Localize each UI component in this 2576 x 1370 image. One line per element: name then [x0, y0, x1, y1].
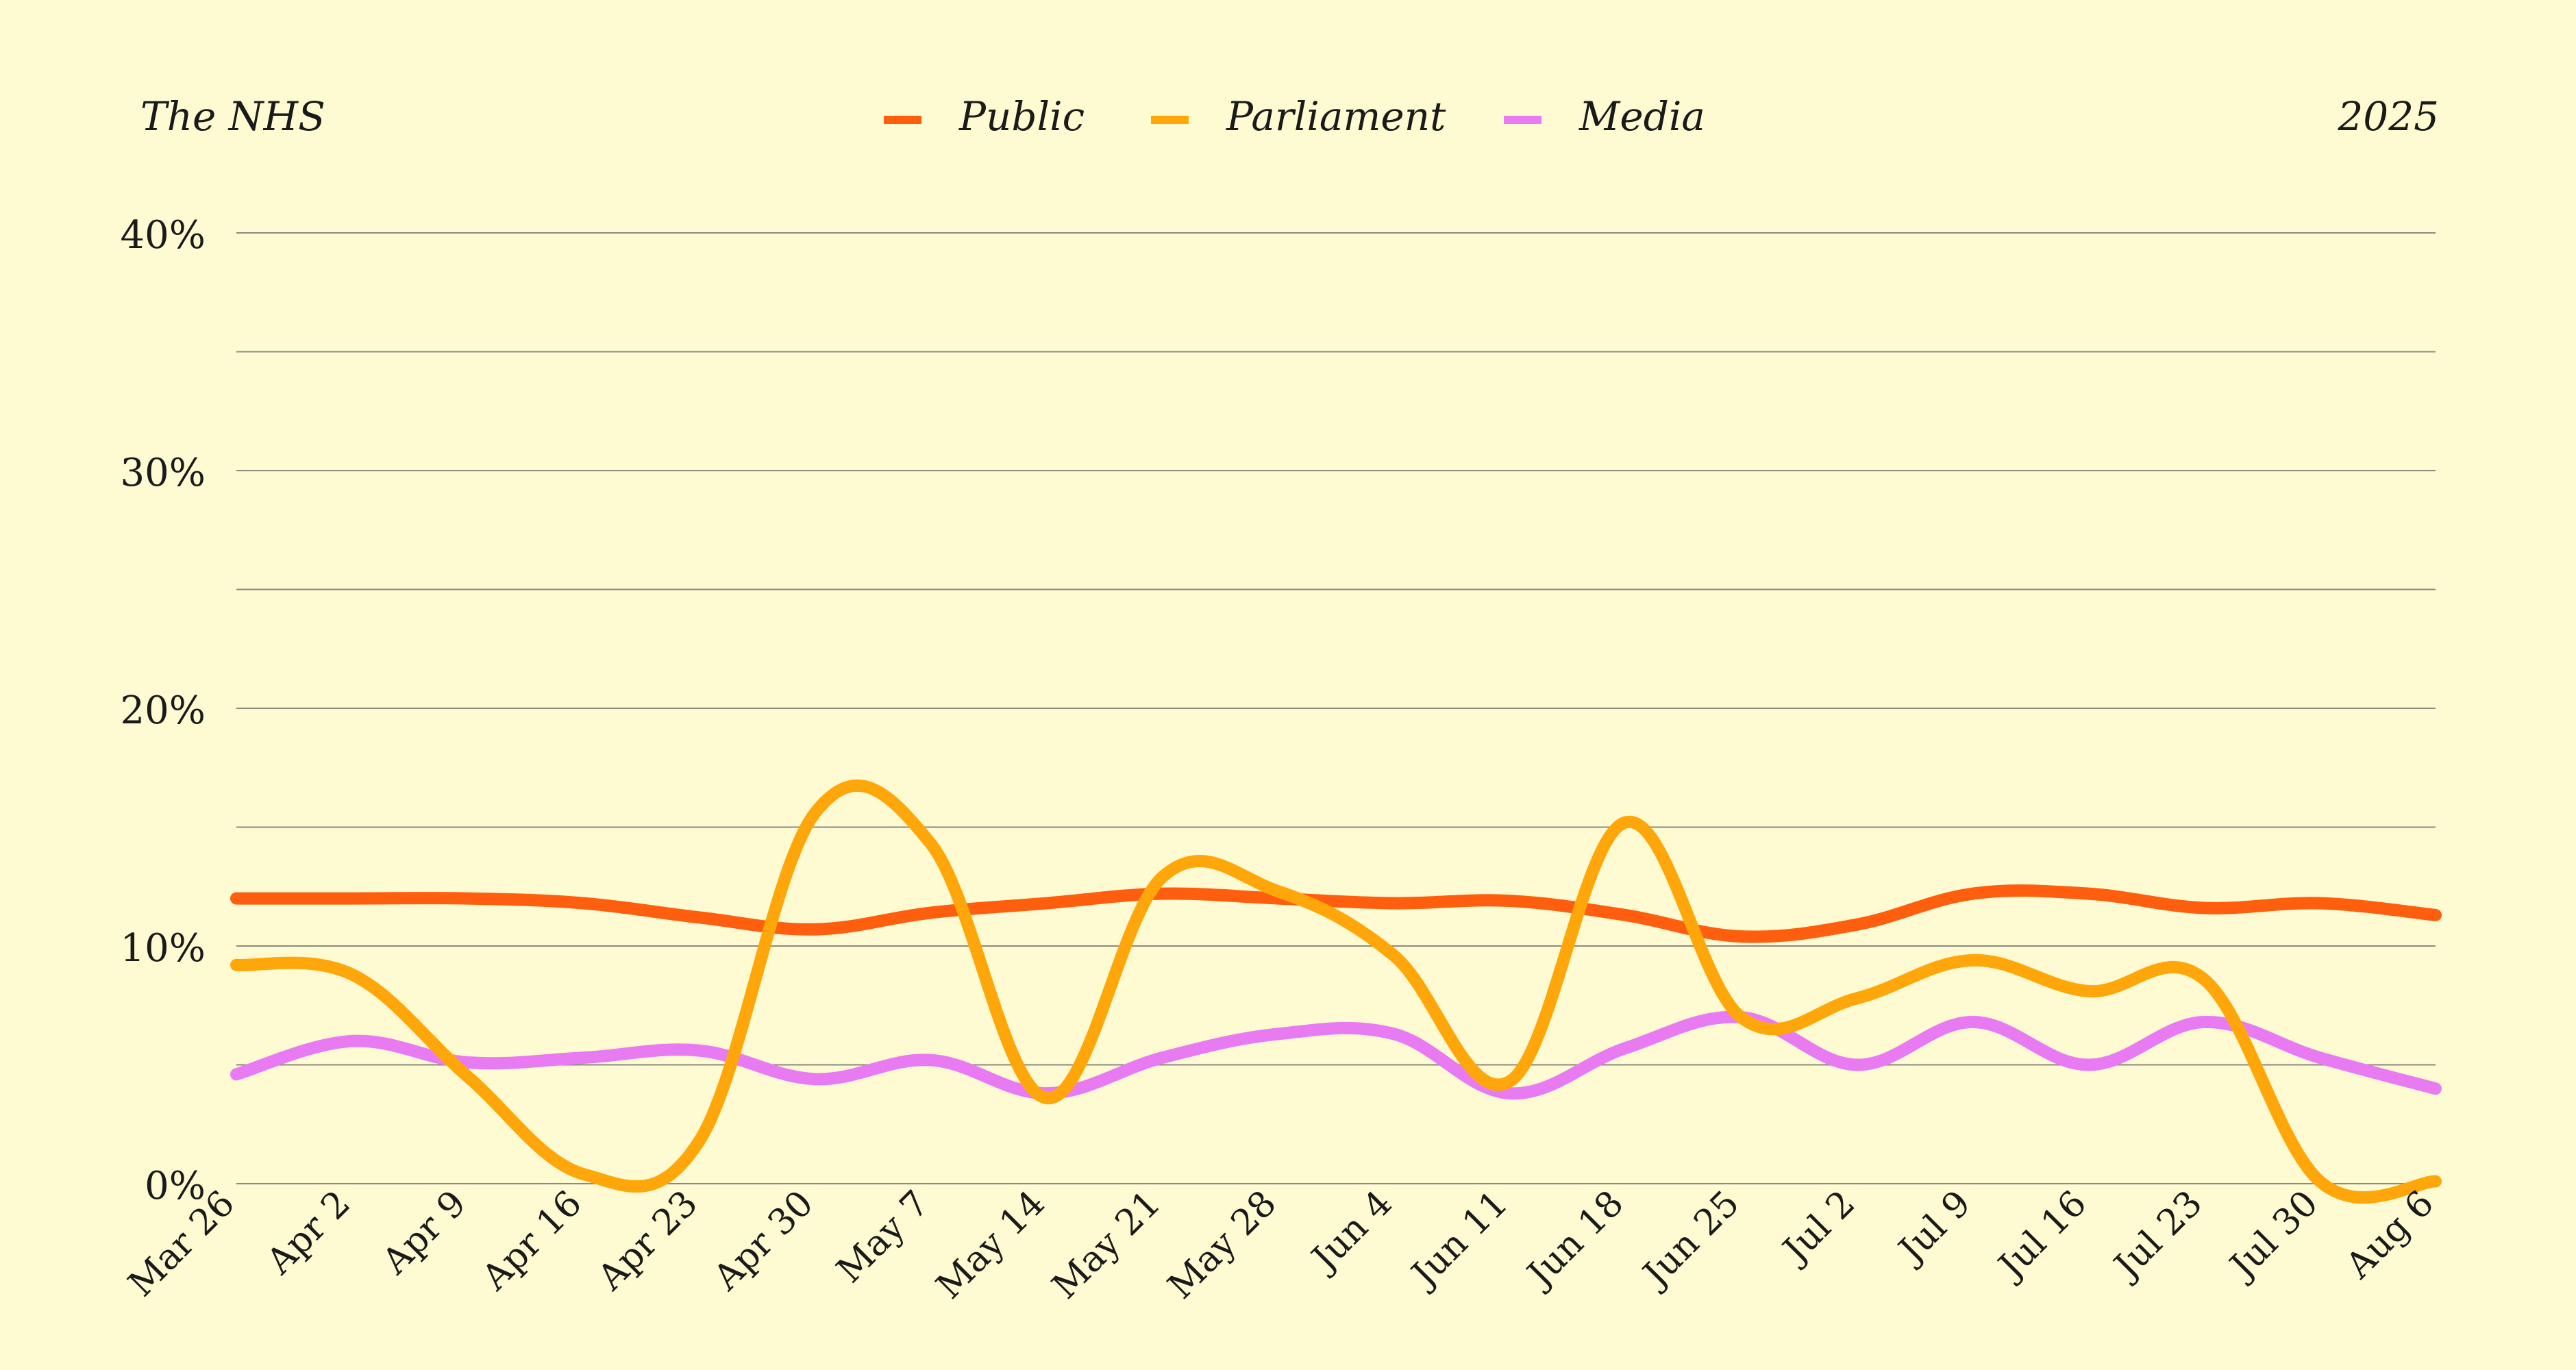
x-tick-label: May 14: [929, 1183, 1053, 1307]
legend-label-public: Public: [958, 93, 1085, 140]
x-tick-label: Apr 23: [590, 1183, 706, 1299]
x-tick-label: May 28: [1160, 1183, 1284, 1307]
y-tick-label: 10%: [121, 926, 206, 971]
x-tick-label: Jul 16: [1989, 1183, 2095, 1289]
x-tick-label: Jul 23: [2105, 1183, 2211, 1289]
legend: Public Parliament Media: [884, 93, 1705, 140]
x-tick-label: Jun 4: [1302, 1183, 1400, 1281]
y-tick-label: 30%: [121, 451, 206, 495]
legend-label-parliament: Parliament: [1226, 93, 1446, 140]
legend-label-media: Media: [1578, 93, 1705, 140]
x-tick-label: Jul 30: [2220, 1183, 2327, 1289]
x-tick-label: Apr 30: [706, 1183, 821, 1299]
x-tick-label: Apr 2: [258, 1183, 358, 1283]
y-tick-label: 20%: [121, 688, 206, 733]
y-tick-label: 40%: [121, 213, 206, 258]
chart-year: 2025: [2337, 93, 2439, 140]
x-tick-label: Jul 2: [1773, 1183, 1863, 1273]
series-lines: [230, 779, 2442, 1204]
y-tick-label: 0%: [145, 1164, 206, 1208]
x-tick-label: Jun 11: [1402, 1183, 1516, 1297]
x-tick-label: May 7: [829, 1183, 937, 1291]
x-tick-label: May 21: [1045, 1183, 1169, 1307]
series-line-parliament: [230, 779, 2442, 1204]
x-tick-label: Jun 18: [1518, 1183, 1632, 1297]
series-line-public: [230, 884, 2442, 943]
x-axis: Mar 26 Apr 2 Apr 9 Apr 16 Apr 23 Apr 30 May 7M…: [121, 1183, 2442, 1307]
x-tick-label: Apr 9: [374, 1183, 474, 1283]
grid: 0% 10% 20% 30% 40%: [121, 213, 2436, 1208]
chart-title: The NHS: [140, 93, 325, 140]
x-tick-label: Jul 9: [1889, 1183, 1979, 1273]
x-tick-label: Jun 25: [1633, 1183, 1748, 1297]
x-tick-label: Apr 16: [474, 1183, 590, 1299]
series-line-media: [230, 1010, 2442, 1100]
